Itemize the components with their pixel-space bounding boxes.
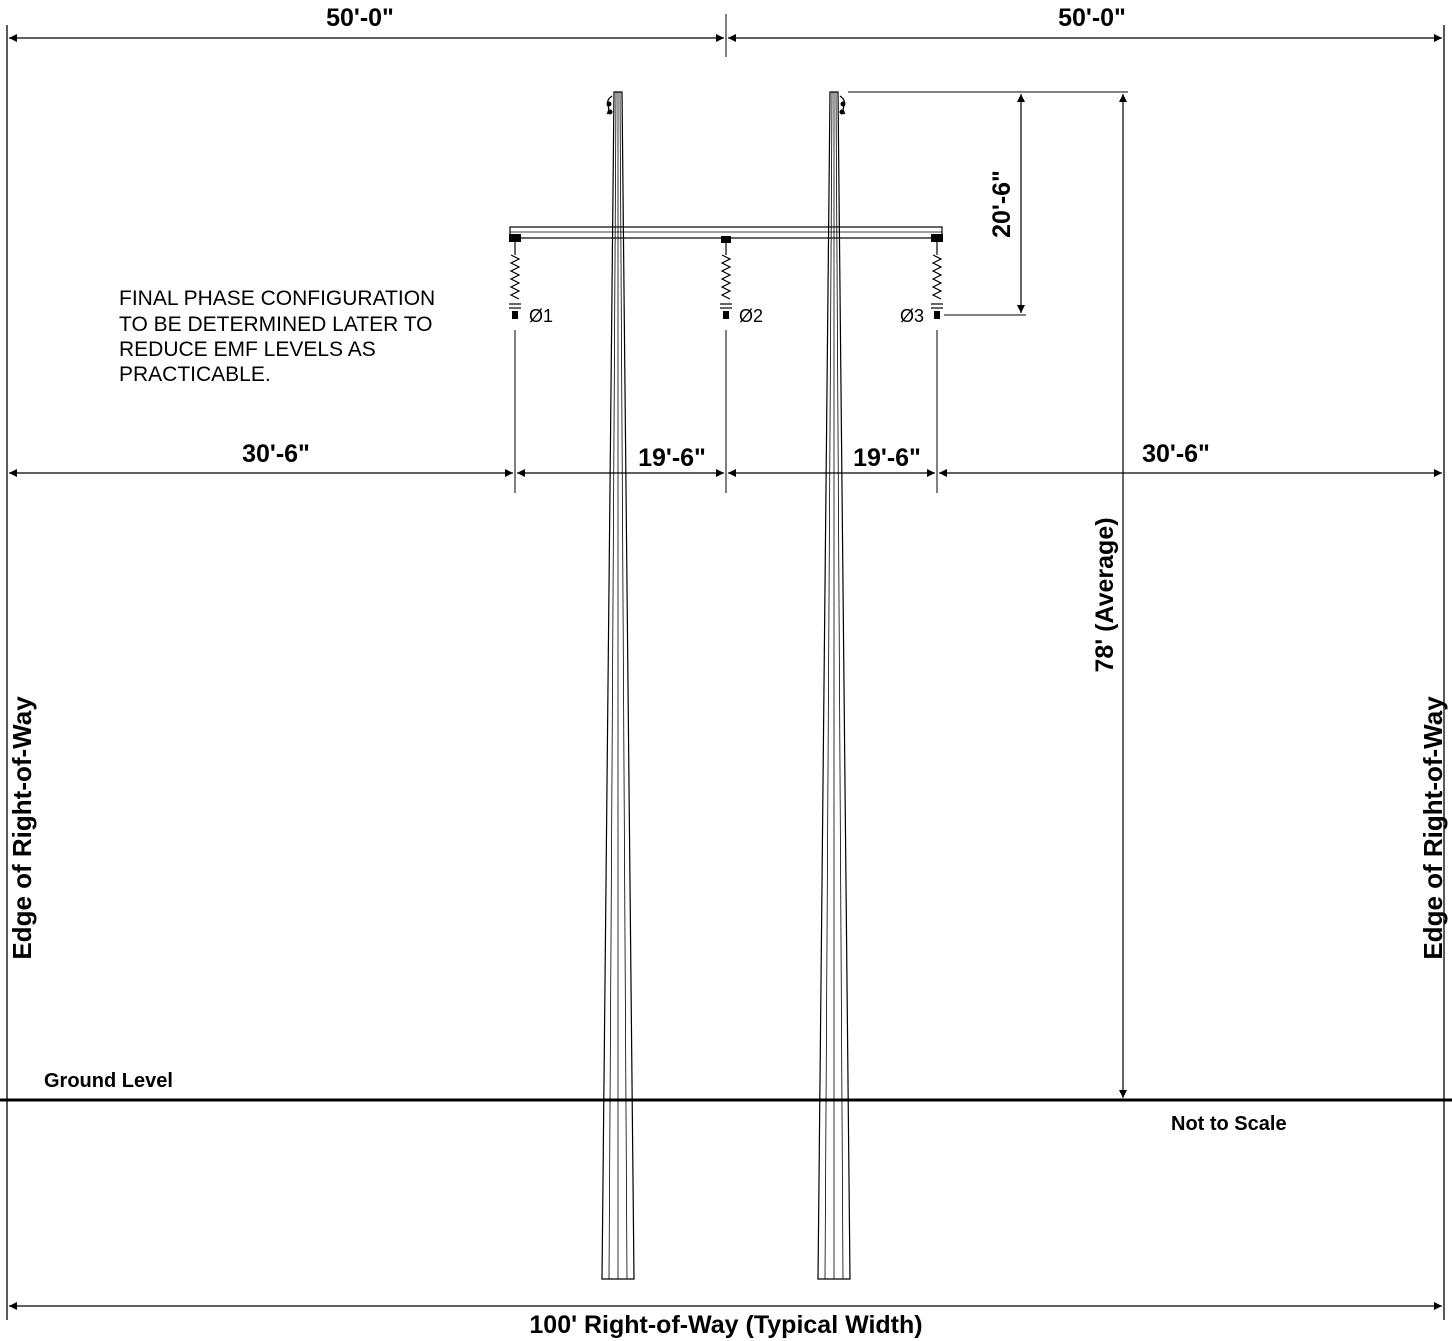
- crossarm: [509, 226, 943, 243]
- note-line-1: FINAL PHASE CONFIGURATION: [119, 287, 435, 310]
- note-line-4: PRACTICABLE.: [119, 363, 271, 386]
- phase-left-dimension: 30'-6": [242, 440, 310, 468]
- phase-3-label: Ø3: [900, 306, 924, 326]
- top-right-dimension: 50'-0": [1058, 4, 1126, 32]
- left-edge-label: Edge of Right-of-Way: [7, 696, 37, 960]
- row-width-dimension: 100' Right-of-Way (Typical Width): [529, 1311, 922, 1339]
- note-line-3: REDUCE EMF LEVELS AS: [119, 338, 376, 361]
- right-edge-label: Edge of Right-of-Way: [1418, 696, 1448, 960]
- phase-1-label: Ø1: [529, 306, 553, 326]
- pole-height-dimension: 78' (Average): [1091, 517, 1119, 672]
- pole-left: [601, 91, 635, 1280]
- insulator-phase-1: [509, 240, 521, 319]
- top-left-dimension: 50'-0": [326, 4, 394, 32]
- phase-configuration-note: FINAL PHASE CONFIGURATION TO BE DETERMIN…: [119, 287, 435, 386]
- phase-center-right-dimension: 19'-6": [853, 444, 921, 472]
- ground-level-label: Ground Level: [44, 1070, 173, 1092]
- phase-2-label: Ø2: [739, 306, 763, 326]
- insulator-phase-2: [720, 243, 732, 319]
- insulator-phase-3: [931, 240, 943, 319]
- note-line-2: TO BE DETERMINED LATER TO: [119, 313, 433, 336]
- not-to-scale-label: Not to Scale: [1171, 1113, 1287, 1135]
- conductor-drop-dimension: 20'-6": [988, 170, 1016, 238]
- pole-right: [817, 91, 851, 1280]
- phase-center-left-dimension: 19'-6": [638, 444, 706, 472]
- phase-right-dimension: 30'-6": [1142, 440, 1210, 468]
